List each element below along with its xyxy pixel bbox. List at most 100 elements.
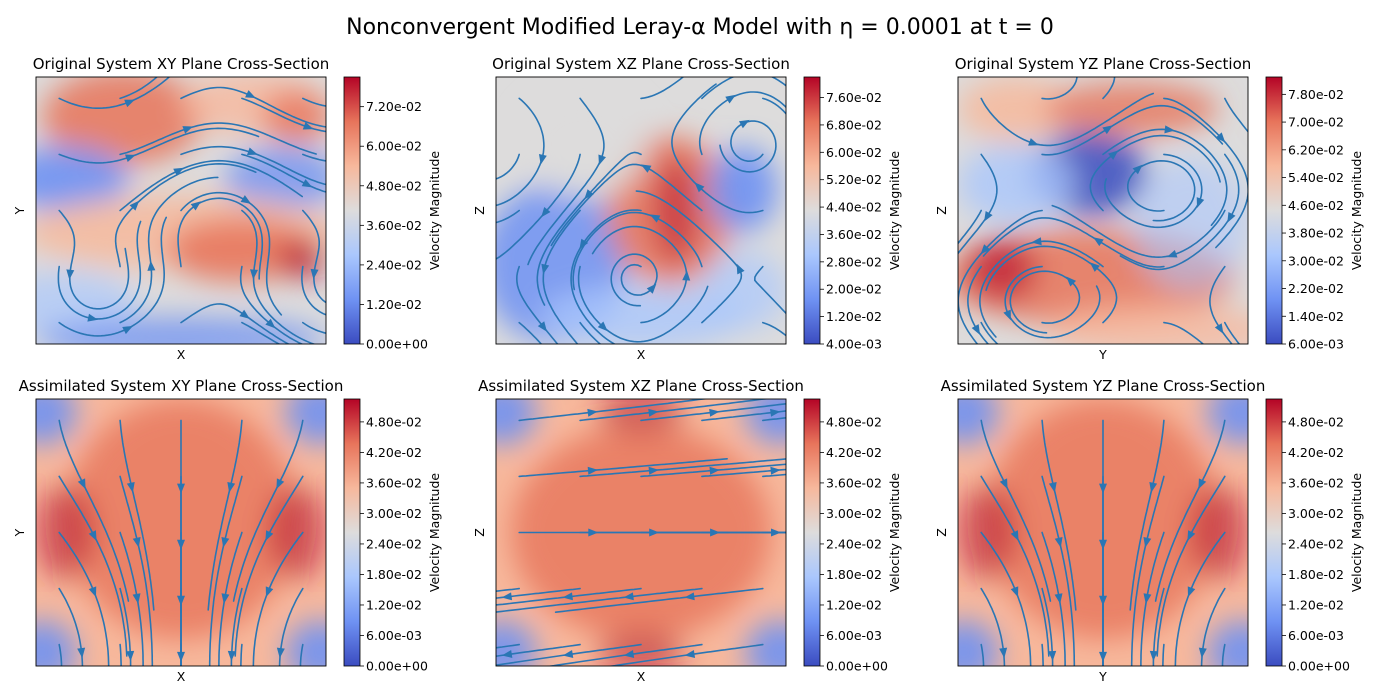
heatmap-region	[966, 237, 1037, 302]
streamline-arrow	[276, 647, 285, 659]
streamline-arrow	[1187, 586, 1196, 598]
panel-title: Assimilated System YZ Plane Cross-Sectio…	[941, 377, 1266, 395]
axes-frame	[957, 76, 1249, 345]
streamline	[701, 77, 786, 100]
streamline	[1129, 419, 1165, 611]
streamline-arrow	[265, 586, 274, 598]
streamline	[119, 122, 317, 156]
streamline	[302, 153, 326, 162]
streamline-arrow	[182, 126, 194, 134]
streamline-arrow	[88, 586, 97, 598]
colorbar	[343, 76, 361, 345]
heatmap-region	[958, 143, 1074, 224]
panel-title: Original System XZ Plane Cross-Section	[492, 55, 790, 73]
heatmap-region	[268, 484, 326, 581]
colorbar-tick-label: 5.20e-02	[826, 172, 882, 187]
colorbar-tick-label: 2.20e-02	[1288, 281, 1344, 296]
streamline	[554, 587, 764, 613]
streamline-arrow	[562, 650, 574, 658]
streamline	[967, 265, 990, 344]
colorbar	[1265, 76, 1283, 345]
colorbar-tick-label: 3.60e-02	[366, 218, 422, 233]
streamline-arrow	[980, 244, 991, 255]
colorbar-tick-label: 4.80e-02	[826, 414, 882, 429]
streamline-arrow	[1003, 309, 1011, 321]
streamline	[1102, 128, 1228, 226]
streamline-arrow	[126, 481, 135, 493]
streamline	[1163, 97, 1248, 249]
heatmap-region	[597, 399, 685, 434]
colorbar-tick-label: 4.80e-02	[366, 414, 422, 429]
streamline-arrow	[227, 650, 236, 662]
streamline-arrow	[1143, 537, 1152, 548]
colorbar-tick-label: 2.00e-02	[826, 282, 882, 297]
streamline	[607, 643, 764, 666]
streamline-arrow	[66, 269, 75, 280]
colorbar-tick-label: 3.60e-02	[826, 475, 882, 490]
streamline-arrow	[1198, 647, 1207, 659]
x-axis-label: X	[637, 347, 646, 362]
streamline	[496, 153, 520, 180]
streamline	[496, 209, 520, 224]
panel-3: Original System YZ Plane Cross-Section Y Z…	[934, 55, 1364, 362]
y-axis-label: Z	[934, 206, 949, 215]
streamline-arrow	[302, 121, 314, 130]
streamline	[980, 321, 999, 344]
streamline-arrow	[1132, 164, 1143, 175]
colorbar-tick-label: 3.00e-02	[366, 506, 422, 521]
y-axis-label: Z	[934, 528, 949, 537]
axes-frame	[495, 76, 787, 345]
streamlines	[980, 419, 1226, 666]
colorbar-tick-label: 7.80e-02	[1288, 87, 1344, 102]
streamline-arrow	[682, 270, 691, 281]
streamline-arrow	[537, 321, 547, 332]
streamline-arrow	[1093, 237, 1104, 247]
colorbar-tick-label: 1.20e-02	[826, 309, 882, 324]
streamline	[302, 321, 326, 335]
streamline	[1041, 104, 1224, 156]
streamline-arrow	[1066, 276, 1077, 287]
heatmap-region	[539, 285, 743, 344]
axes-frame	[495, 398, 787, 667]
colorbar-tick-label: 2.80e-02	[826, 254, 882, 269]
streamline	[515, 265, 559, 344]
colorbar-tick-label: 6.00e-03	[826, 628, 882, 643]
streamline	[58, 419, 130, 602]
streamline-arrow	[646, 283, 657, 294]
streamline	[58, 531, 110, 666]
streamline-arrow	[736, 263, 745, 275]
y-axis-label: Y	[12, 528, 27, 537]
streamline-arrow	[246, 147, 258, 156]
colorbar-tick-label: 3.60e-02	[1288, 475, 1344, 490]
streamline	[579, 458, 786, 478]
heatmap-region	[519, 90, 647, 198]
colorbar-tick-label: 3.00e-02	[1288, 506, 1344, 521]
streamline	[980, 475, 1050, 657]
streamline	[1224, 97, 1248, 133]
colorbar-tick-label: 6.00e-03	[1288, 337, 1344, 352]
colorbar-tick-label: 3.60e-02	[366, 475, 422, 490]
colorbar-label: Velocity Magnitude	[1349, 151, 1364, 271]
streamline-arrow	[770, 466, 781, 475]
heatmap-region	[262, 90, 326, 144]
streamline-arrow	[694, 182, 705, 193]
streamline-arrow	[1166, 249, 1178, 258]
colorbar-tick-label: 5.40e-02	[1288, 170, 1344, 185]
streamline	[579, 321, 602, 344]
streamline	[180, 191, 283, 316]
streamline-arrow	[971, 324, 980, 335]
colorbar-tick-label: 1.80e-02	[366, 567, 422, 582]
colorbar-tick-label: 1.80e-02	[1288, 567, 1344, 582]
heatmap-region	[1045, 303, 1248, 344]
streamline	[958, 153, 998, 255]
colorbar	[1265, 398, 1283, 667]
colorbar-tick-label: 3.80e-02	[1288, 226, 1344, 241]
streamline-arrow	[623, 650, 635, 658]
streamline	[572, 211, 703, 291]
streamline	[58, 209, 130, 310]
streamline	[570, 209, 642, 344]
colorbar-tick-label: 4.00e-03	[826, 337, 882, 352]
heatmap-region	[1207, 620, 1248, 666]
heatmap-region	[958, 620, 999, 666]
streamline	[753, 265, 786, 315]
